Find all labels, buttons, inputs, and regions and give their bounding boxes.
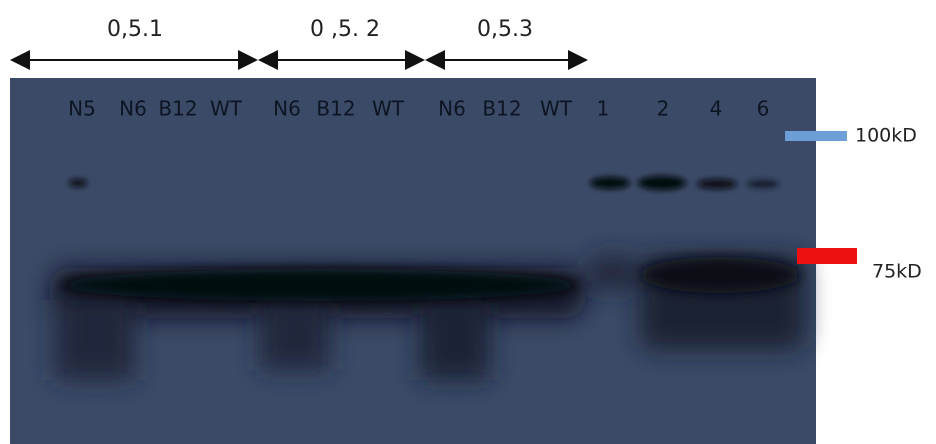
lane-label: N6: [273, 97, 301, 121]
marker-100kd: [785, 131, 847, 141]
lane-label: WT: [540, 97, 573, 121]
lane-label: 2: [657, 97, 670, 121]
marker-75kd: [797, 248, 857, 264]
lane-label: 4: [710, 97, 723, 121]
lane-label: N5: [68, 97, 96, 121]
lane-label: N6: [438, 97, 466, 121]
marker-label: 75kD: [872, 261, 922, 283]
lane-label: B12: [316, 97, 355, 121]
lane-label: B12: [158, 97, 197, 121]
group-label: 0 ,5. 2: [310, 17, 380, 42]
marker-label: 100kD: [855, 125, 917, 147]
lane-label: WT: [210, 97, 243, 121]
group-label: 0,5.3: [477, 17, 533, 42]
group-label: 0,5.1: [107, 17, 163, 42]
lane-label: N6: [119, 97, 147, 121]
lane-labels: N5 N6 B12 WT N6 B12 WT N6 B12 WT 1 2 4 6: [68, 97, 769, 121]
markers: 100kD 75kD: [785, 125, 922, 283]
lane-label: B12: [482, 97, 521, 121]
gel: [10, 78, 816, 444]
lane-label: WT: [372, 97, 405, 121]
lane-label: 6: [757, 97, 770, 121]
lane-label: 1: [597, 97, 610, 121]
